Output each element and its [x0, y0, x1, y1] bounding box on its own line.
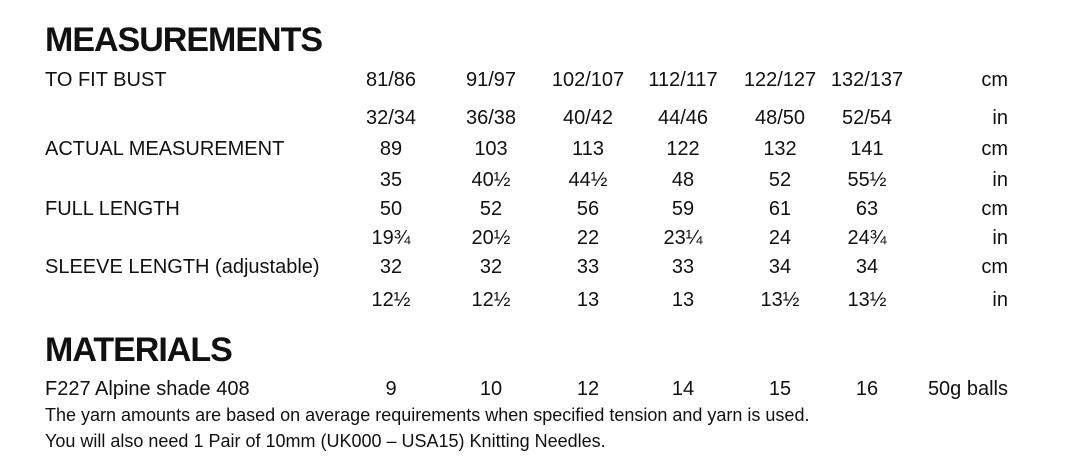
row-label: F227 Alpine shade 408 [45, 378, 250, 400]
cell: 13 [576, 289, 600, 311]
cell: 13 [671, 289, 695, 311]
cell: 15 [768, 378, 792, 400]
unit: in [992, 289, 1008, 311]
cell: 33 [671, 256, 695, 278]
section-title: MATERIALS [45, 331, 233, 369]
unit: cm [981, 69, 1008, 91]
cell: 103 [474, 138, 508, 160]
section-title: MEASUREMENTS [45, 21, 323, 59]
cell: 91/97 [465, 69, 517, 91]
cell: 48 [671, 169, 695, 191]
unit: cm [981, 256, 1008, 278]
cell: 44½ [568, 169, 608, 191]
cell: 52 [479, 198, 503, 220]
cell: 9 [385, 378, 397, 400]
cell: 12½ [371, 289, 411, 311]
cell: 35 [379, 169, 403, 191]
cell: 32 [379, 256, 403, 278]
cell: 13½ [847, 289, 887, 311]
cell: 113 [572, 138, 604, 160]
cell: 22 [576, 227, 600, 249]
cell: 32/34 [365, 107, 417, 129]
cell: 12 [576, 378, 600, 400]
unit: in [992, 227, 1008, 249]
cell: 19¾ [371, 227, 411, 249]
cell: 122/127 [743, 69, 817, 91]
cell: 20½ [471, 227, 511, 249]
cell: 55½ [847, 169, 887, 191]
cell: 141 [850, 138, 884, 160]
row-label: SLEEVE LENGTH (adjustable) [45, 256, 320, 278]
row-label: ACTUAL MEASUREMENT [45, 138, 285, 160]
cell: 33 [576, 256, 600, 278]
cell: 59 [671, 198, 695, 220]
unit: cm [981, 198, 1008, 220]
row-label: TO FIT BUST [45, 69, 167, 91]
cell: 52/54 [841, 107, 893, 129]
cell: 61 [768, 198, 792, 220]
row-label: FULL LENGTH [45, 198, 180, 220]
note: You will also need 1 Pair of 10mm (UK000… [45, 431, 606, 451]
cell: 14 [671, 378, 695, 400]
cell: 24¾ [847, 227, 887, 249]
cell: 52 [768, 169, 792, 191]
cell: 13½ [760, 289, 800, 311]
unit: in [992, 107, 1008, 129]
cell: 132 [763, 138, 797, 160]
unit: cm [981, 138, 1008, 160]
cell: 32 [479, 256, 503, 278]
cell: 40/42 [562, 107, 614, 129]
cell: 89 [379, 138, 403, 160]
cell: 50 [379, 198, 403, 220]
cell: 40½ [471, 169, 511, 191]
cell: 122 [666, 138, 700, 160]
cell: 112/117 [648, 69, 718, 91]
cell: 23¼ [663, 227, 703, 249]
cell: 34 [768, 256, 792, 278]
cell: 102/107 [551, 69, 625, 91]
cell: 12½ [471, 289, 511, 311]
cell: 16 [855, 378, 879, 400]
cell: 24 [768, 227, 792, 249]
unit: in [992, 169, 1008, 191]
cell: 63 [855, 198, 879, 220]
note: The yarn amounts are based on average re… [45, 405, 810, 425]
cell: 81/86 [365, 69, 417, 91]
cell: 34 [855, 256, 879, 278]
cell: 132/137 [830, 69, 904, 91]
cell: 48/50 [754, 107, 806, 129]
unit: 50g balls [927, 378, 1008, 400]
cell: 10 [479, 378, 503, 400]
cell: 56 [576, 198, 600, 220]
cell: 44/46 [657, 107, 709, 129]
cell: 36/38 [465, 107, 517, 129]
